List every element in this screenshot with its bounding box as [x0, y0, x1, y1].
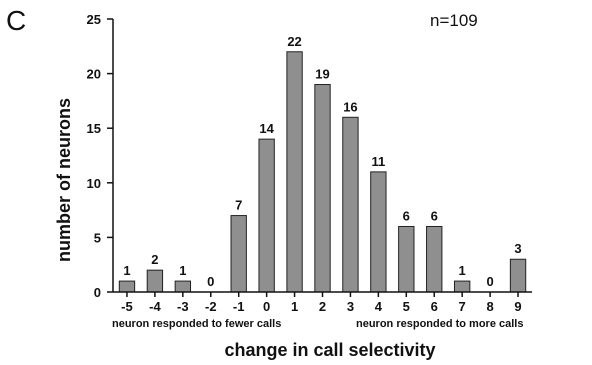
bar-value-label: 2: [151, 252, 158, 267]
y-axis-ticks: 0 5 10 15 20 25: [87, 12, 113, 300]
y-tick-label: 5: [94, 230, 101, 245]
bar-value-label: 11: [371, 154, 385, 169]
y-tick-label: 20: [87, 67, 101, 82]
x-tick-label: 4: [375, 299, 383, 314]
bar-value-label: 1: [123, 263, 130, 278]
x-tick-label: 8: [486, 299, 493, 314]
x-tick-label: 3: [347, 299, 354, 314]
x-tick-label: -4: [149, 299, 161, 314]
x-tick-label: 2: [319, 299, 326, 314]
bar: [146, 269, 164, 293]
more-calls-note: neuron responded to more calls: [356, 318, 523, 330]
bar-value-label: 0: [207, 274, 214, 289]
bar: [118, 280, 136, 293]
bar-value-label: 16: [343, 99, 357, 114]
panel-letter: C: [6, 5, 26, 36]
y-axis-title: number of neurons: [54, 98, 74, 262]
y-tick-label: 25: [87, 12, 101, 27]
bar-value-label: 1: [179, 263, 186, 278]
x-tick-label: -2: [205, 299, 217, 314]
x-tick-label: 7: [459, 299, 466, 314]
bar-value-label: 14: [259, 121, 274, 136]
bar-value-label: 3: [514, 241, 521, 256]
bar: [342, 116, 359, 293]
y-tick-label: 10: [87, 176, 101, 191]
x-tick-label: 0: [263, 299, 270, 314]
x-tick-label: 6: [431, 299, 438, 314]
fewer-calls-note: neuron responded to fewer calls: [112, 318, 281, 330]
bar: [258, 138, 275, 293]
y-tick-label: 0: [94, 285, 101, 300]
bars-group: 1 2 1 0 7 14 22 19 16 11 6 6 1 0 3: [118, 34, 527, 293]
bar-value-label: 19: [315, 67, 329, 82]
bar: [314, 84, 331, 293]
bar: [174, 280, 192, 293]
sample-size-annotation: n=109: [430, 11, 478, 30]
x-axis-ticks: -5 -4 -3 -2 -1 0 1 2 3 4 5 6 7 8 9: [121, 292, 522, 314]
bar-value-label: 6: [403, 208, 410, 223]
x-axis-title: change in call selectivity: [224, 340, 435, 360]
bar-value-label: 7: [235, 198, 242, 213]
x-tick-label: 5: [403, 299, 410, 314]
bar-value-label: 6: [431, 208, 438, 223]
bar: [426, 225, 443, 293]
bar-value-label: 1: [459, 263, 466, 278]
bar: [286, 51, 303, 293]
x-tick-label: 1: [291, 299, 298, 314]
bar-value-label: 0: [486, 274, 493, 289]
x-tick-label: -3: [177, 299, 189, 314]
bar: [453, 280, 471, 293]
bar: [398, 225, 415, 293]
x-tick-label: -1: [233, 299, 245, 314]
y-tick-label: 15: [87, 121, 101, 136]
bar: [370, 171, 387, 293]
x-tick-label: 9: [514, 299, 521, 314]
bar: [230, 215, 247, 293]
bar: [509, 258, 527, 293]
x-tick-label: -5: [121, 299, 133, 314]
bar-value-label: 22: [287, 34, 301, 49]
